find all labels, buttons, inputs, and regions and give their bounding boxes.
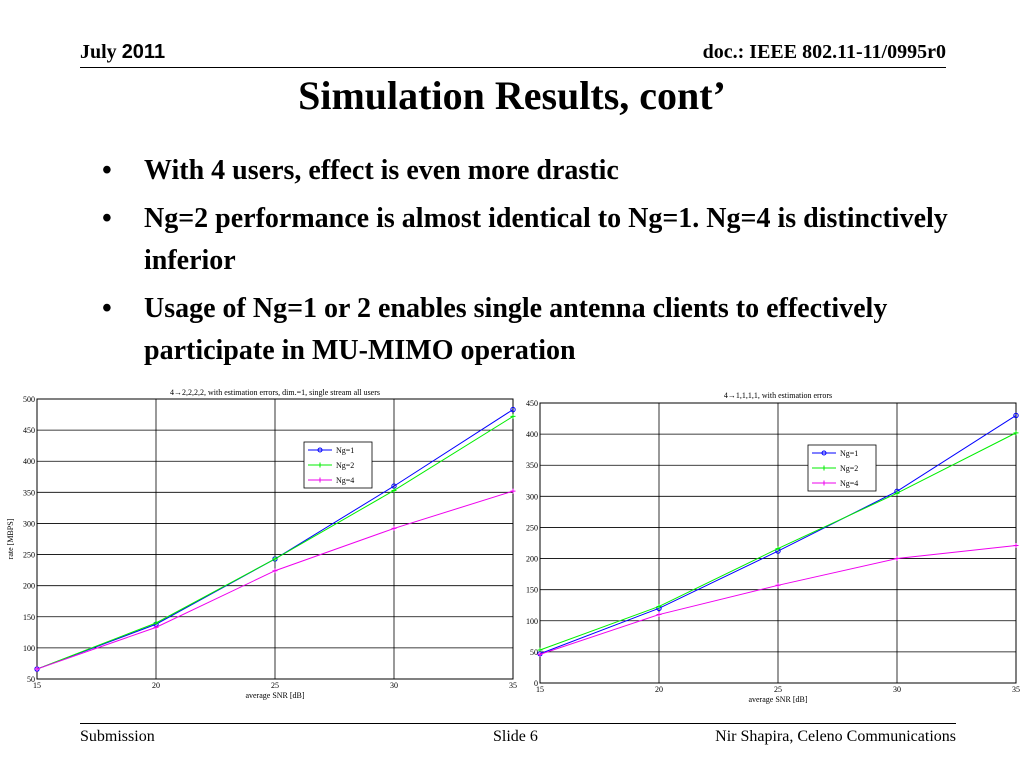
data-point (1013, 412, 1019, 419)
data-point (775, 546, 781, 552)
x-tick-label: 25 (271, 681, 279, 690)
chart-title: 4→2,2,2,2, with estimation errors, dim.=… (170, 388, 380, 397)
y-tick-label: 300 (526, 492, 538, 501)
header-doc-ref: doc.: IEEE 802.11-11/0995r0 (702, 41, 946, 63)
x-tick-label: 35 (1012, 685, 1020, 694)
bullet-marker: • (102, 293, 112, 324)
y-tick-label: 400 (23, 457, 35, 466)
footer-author: Nir Shapira, Celeno Communications (715, 728, 956, 745)
y-tick-label: 150 (526, 586, 538, 595)
bullet-item: • Ng=2 performance is almost identical to… (100, 198, 960, 282)
header-year: 2011 (121, 41, 166, 63)
data-point (656, 603, 662, 609)
y-tick-label: 200 (526, 555, 538, 564)
y-tick-label: 150 (23, 613, 35, 622)
y-tick-label: 0 (534, 679, 538, 688)
y-tick-label: 200 (23, 582, 35, 591)
bullet-text: Ng=2 performance is almost identical to … (144, 203, 948, 276)
y-tick-label: 450 (23, 426, 35, 435)
y-tick-label: 100 (23, 644, 35, 653)
data-point (510, 488, 516, 494)
legend-label: Ng=4 (336, 476, 354, 485)
data-point (272, 556, 278, 562)
bullet-list: • With 4 users, effect is even more drast… (100, 150, 960, 378)
legend-label: Ng=1 (336, 446, 354, 455)
bullet-item: • With 4 users, effect is even more drast… (100, 150, 960, 192)
legend-marker (317, 477, 323, 483)
data-point (153, 624, 159, 630)
chart-title: 4→1,1,1,1, with estimation errors (724, 391, 832, 400)
legend-marker (821, 465, 827, 471)
legend-label: Ng=2 (840, 464, 858, 473)
y-tick-label: 400 (526, 430, 538, 439)
y-tick-label: 350 (23, 488, 35, 497)
legend-label: Ng=1 (840, 449, 858, 458)
y-tick-label: 100 (526, 617, 538, 626)
data-point (391, 525, 397, 531)
y-tick-label: 50 (27, 675, 35, 684)
footer-slide-number: Slide 6 (493, 728, 538, 745)
footer-submission: Submission (80, 728, 155, 745)
data-point (391, 487, 397, 493)
data-point (510, 406, 516, 413)
data-point (775, 582, 781, 588)
y-tick-label: 50 (530, 648, 538, 657)
x-tick-label: 15 (536, 685, 544, 694)
bullet-item: • Usage of Ng=1 or 2 enables single anten… (100, 288, 960, 372)
bullet-marker: • (102, 203, 112, 234)
bullet-marker: • (102, 155, 112, 186)
y-tick-label: 250 (526, 523, 538, 532)
legend-marker (317, 462, 323, 468)
data-point (1013, 542, 1019, 548)
data-point (153, 620, 159, 626)
legend-label: Ng=2 (336, 461, 354, 470)
slide-title: Simulation Results, cont’ (298, 73, 726, 118)
data-point (894, 556, 900, 562)
legend-label: Ng=4 (840, 479, 858, 488)
data-point (656, 612, 662, 618)
x-tick-label: 30 (390, 681, 398, 690)
legend: Ng=1 Ng=2 Ng=4 (807, 444, 877, 492)
x-tick-label: 20 (655, 685, 663, 694)
x-tick-label: 15 (33, 681, 41, 690)
legend-marker (821, 450, 827, 456)
header-divider (80, 67, 946, 68)
data-point (272, 568, 278, 574)
y-tick-label: 300 (23, 519, 35, 528)
header-date: July 2011 (80, 41, 165, 64)
bullet-text: With 4 users, effect is even more drasti… (144, 155, 619, 186)
legend-marker (821, 480, 827, 486)
header-month: July (80, 41, 117, 63)
legend: Ng=1 Ng=2 Ng=4 (303, 441, 373, 489)
x-tick-label: 20 (152, 681, 160, 690)
x-tick-label: 35 (509, 681, 517, 690)
y-axis-label: rate [MBPS] (6, 518, 15, 559)
y-tick-label: 350 (526, 461, 538, 470)
data-point (34, 666, 40, 672)
chart-1: 15 20 25 30 35 50 100 150 200 250 300 350 400 450 500 4… (6, 388, 517, 700)
data-point (510, 413, 516, 419)
y-tick-label: 500 (23, 395, 35, 404)
chart-2: 15 20 25 30 350501001502002503003504004504→1… (526, 391, 1020, 704)
data-point (894, 490, 900, 496)
footer-divider (80, 723, 956, 724)
y-tick-label: 450 (526, 399, 538, 408)
data-point (1013, 430, 1019, 436)
x-axis-label: average SNR [dB] (245, 691, 304, 700)
x-tick-label: 25 (774, 685, 782, 694)
data-point (537, 651, 543, 657)
data-point (537, 647, 543, 653)
bullet-text: Usage of Ng=1 or 2 enables single antenn… (144, 293, 888, 366)
x-tick-label: 30 (893, 685, 901, 694)
x-axis-label: average SNR [dB] (748, 695, 807, 704)
y-tick-label: 250 (23, 551, 35, 560)
legend-marker (317, 447, 323, 453)
